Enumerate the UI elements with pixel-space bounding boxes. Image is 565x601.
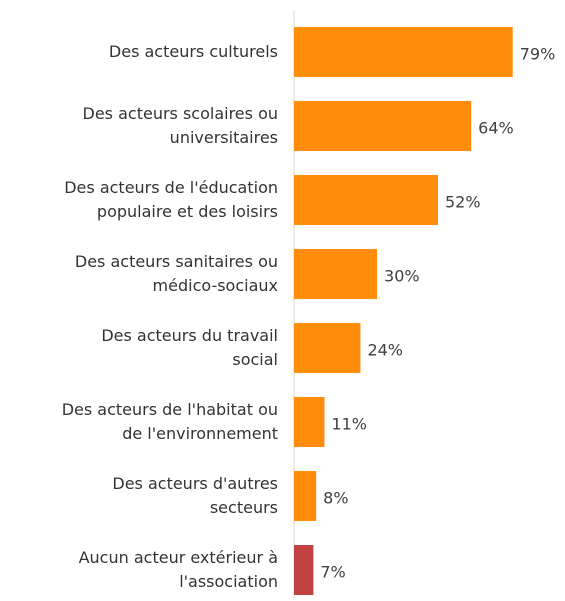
value-label: 52% (445, 193, 481, 212)
value-label: 30% (384, 267, 420, 286)
category-label: Des acteurs du travail social (101, 326, 278, 369)
category-label: Des acteurs scolaires ou universitaires (82, 104, 278, 147)
value-label: 79% (520, 45, 556, 64)
bar (294, 101, 472, 151)
category-label: Des acteurs sanitaires ou médico-sociaux (74, 252, 278, 295)
category-label: Aucun acteur extérieur à l'association (78, 548, 278, 591)
bar (294, 471, 317, 521)
value-label: 64% (478, 119, 514, 138)
value-label: 24% (367, 341, 403, 360)
bar (294, 175, 438, 225)
category-label: Des acteurs de l'éducation populaire et … (64, 178, 278, 221)
bar (294, 545, 314, 595)
bar (294, 397, 325, 447)
category-label: Des acteurs de l'habitat ou de l'environ… (61, 400, 278, 443)
category-label: Des acteurs culturels (108, 42, 278, 61)
value-label: 11% (331, 415, 367, 434)
value-label: 8% (323, 489, 348, 508)
bar (294, 323, 361, 373)
value-label: 7% (320, 563, 345, 582)
bar (294, 27, 513, 77)
bar (294, 249, 378, 299)
category-label: Des acteurs d'autres secteurs (112, 474, 278, 517)
